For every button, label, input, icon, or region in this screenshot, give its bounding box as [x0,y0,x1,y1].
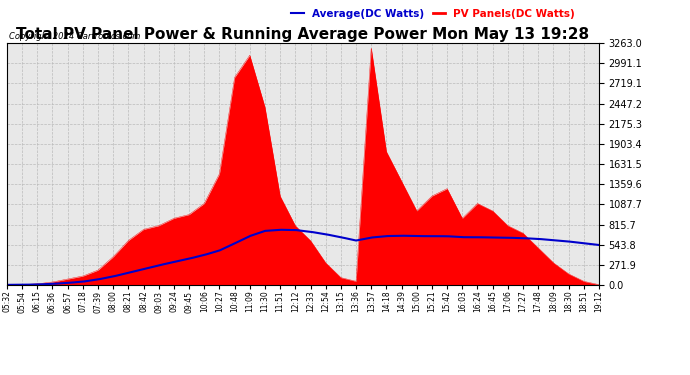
Text: Copyright 2024 Cartronics.com: Copyright 2024 Cartronics.com [9,32,140,41]
Legend: Average(DC Watts), PV Panels(DC Watts): Average(DC Watts), PV Panels(DC Watts) [287,5,580,23]
Title: Total PV Panel Power & Running Average Power Mon May 13 19:28: Total PV Panel Power & Running Average P… [17,27,589,42]
